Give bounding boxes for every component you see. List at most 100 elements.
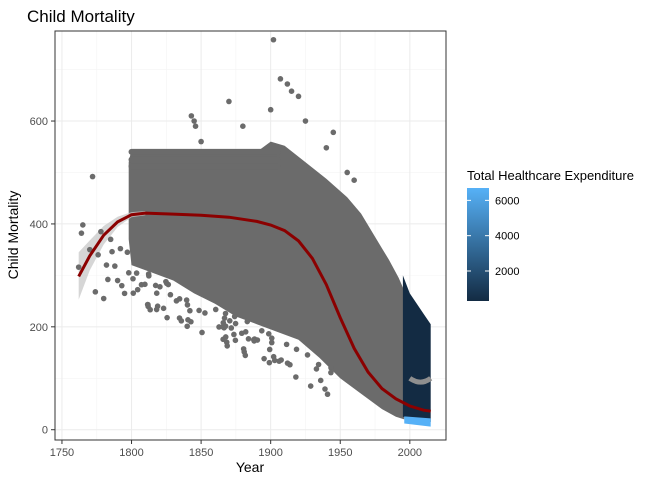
data-point [245,336,252,342]
y-tick-label: 200 [30,322,48,334]
data-point [220,319,227,326]
data-point [192,123,199,129]
data-point [199,329,205,336]
data-point [307,383,314,389]
data-point [198,138,204,145]
data-point [124,249,131,256]
data-point [242,352,249,359]
data-point [232,320,239,327]
legend-colorbar [467,188,489,301]
data-point [288,88,295,94]
x-tick-label: 1850 [189,447,213,459]
data-point [105,276,111,283]
data-point [226,98,232,105]
data-point [261,355,267,362]
smooth-line [77,211,431,413]
data-point [222,334,229,340]
plot-panel [54,30,447,441]
legend-title: Total Healthcare Expenditure [467,168,634,183]
legend-ticks: 2000 4000 6000 [467,195,519,278]
outlier-points [188,36,357,183]
data-point [323,144,330,151]
data-point [153,290,160,296]
data-point [112,263,118,269]
data-point [147,306,153,313]
data-point [89,173,96,180]
y-tick-label: 600 [30,116,48,128]
data-point [324,391,331,398]
data-point [266,359,273,366]
data-point [188,113,195,119]
data-point [134,286,141,293]
early-points [75,173,132,302]
data-point [315,361,322,368]
data-point [293,374,299,380]
x-axis-title: Year [236,459,265,475]
data-point [80,222,86,228]
data-point [78,230,85,236]
data-point [226,318,233,324]
data-point [100,295,107,302]
data-point [251,338,257,344]
data-point [270,36,277,43]
point-cloud [128,141,405,420]
data-point [267,106,274,113]
data-point [202,310,208,316]
data-point [184,323,190,330]
data-point [231,331,237,338]
data-point [117,245,124,252]
data-point [271,357,278,364]
data-point [176,315,183,321]
x-tick-label: 2000 [398,447,422,459]
data-point [231,313,238,320]
data-point [114,277,121,284]
data-point [328,364,334,371]
data-point [328,369,334,376]
x-tick-label: 1950 [328,447,352,459]
legend-tick-label: 6000 [495,195,519,207]
legend-tick-label: 4000 [495,231,519,243]
data-point [232,337,239,344]
data-point [160,305,167,312]
x-axis-ticks: 1750 1800 1850 1900 1950 2000 [50,440,422,459]
data-point [103,262,110,268]
panel-border [54,30,447,441]
data-point [133,270,140,276]
point-cloud-dots [130,270,334,398]
data-point [86,246,93,253]
modern-point-cloud [402,275,431,422]
data-point [313,366,320,372]
data-point [224,343,231,349]
data-point [304,352,311,358]
data-point [176,296,183,302]
y-tick-label: 400 [30,219,48,231]
data-point [183,297,190,303]
data-point [317,377,324,384]
data-point [268,339,275,346]
data-point [278,357,284,363]
legend-tick-label: 2000 [495,266,519,278]
data-point [222,310,229,317]
data-point [187,307,193,314]
data-point [146,273,152,279]
data-point [153,306,160,313]
y-axis-title: Child Mortality [5,191,21,280]
data-point [144,301,151,308]
y-axis-ticks: 0 200 400 600 [30,116,55,437]
data-point [265,330,272,337]
data-point [130,275,136,282]
data-point [266,346,273,353]
data-point [196,307,202,314]
data-point [118,282,125,289]
data-point [212,306,219,313]
data-point [164,314,170,321]
data-point [109,248,115,255]
data-point [75,264,82,270]
data-point [152,282,159,289]
data-point [322,386,328,392]
modern-grey-track [408,376,433,385]
data-point [221,315,228,321]
chart-title: Child Mortality [27,7,135,26]
x-tick-label: 1750 [50,447,74,459]
